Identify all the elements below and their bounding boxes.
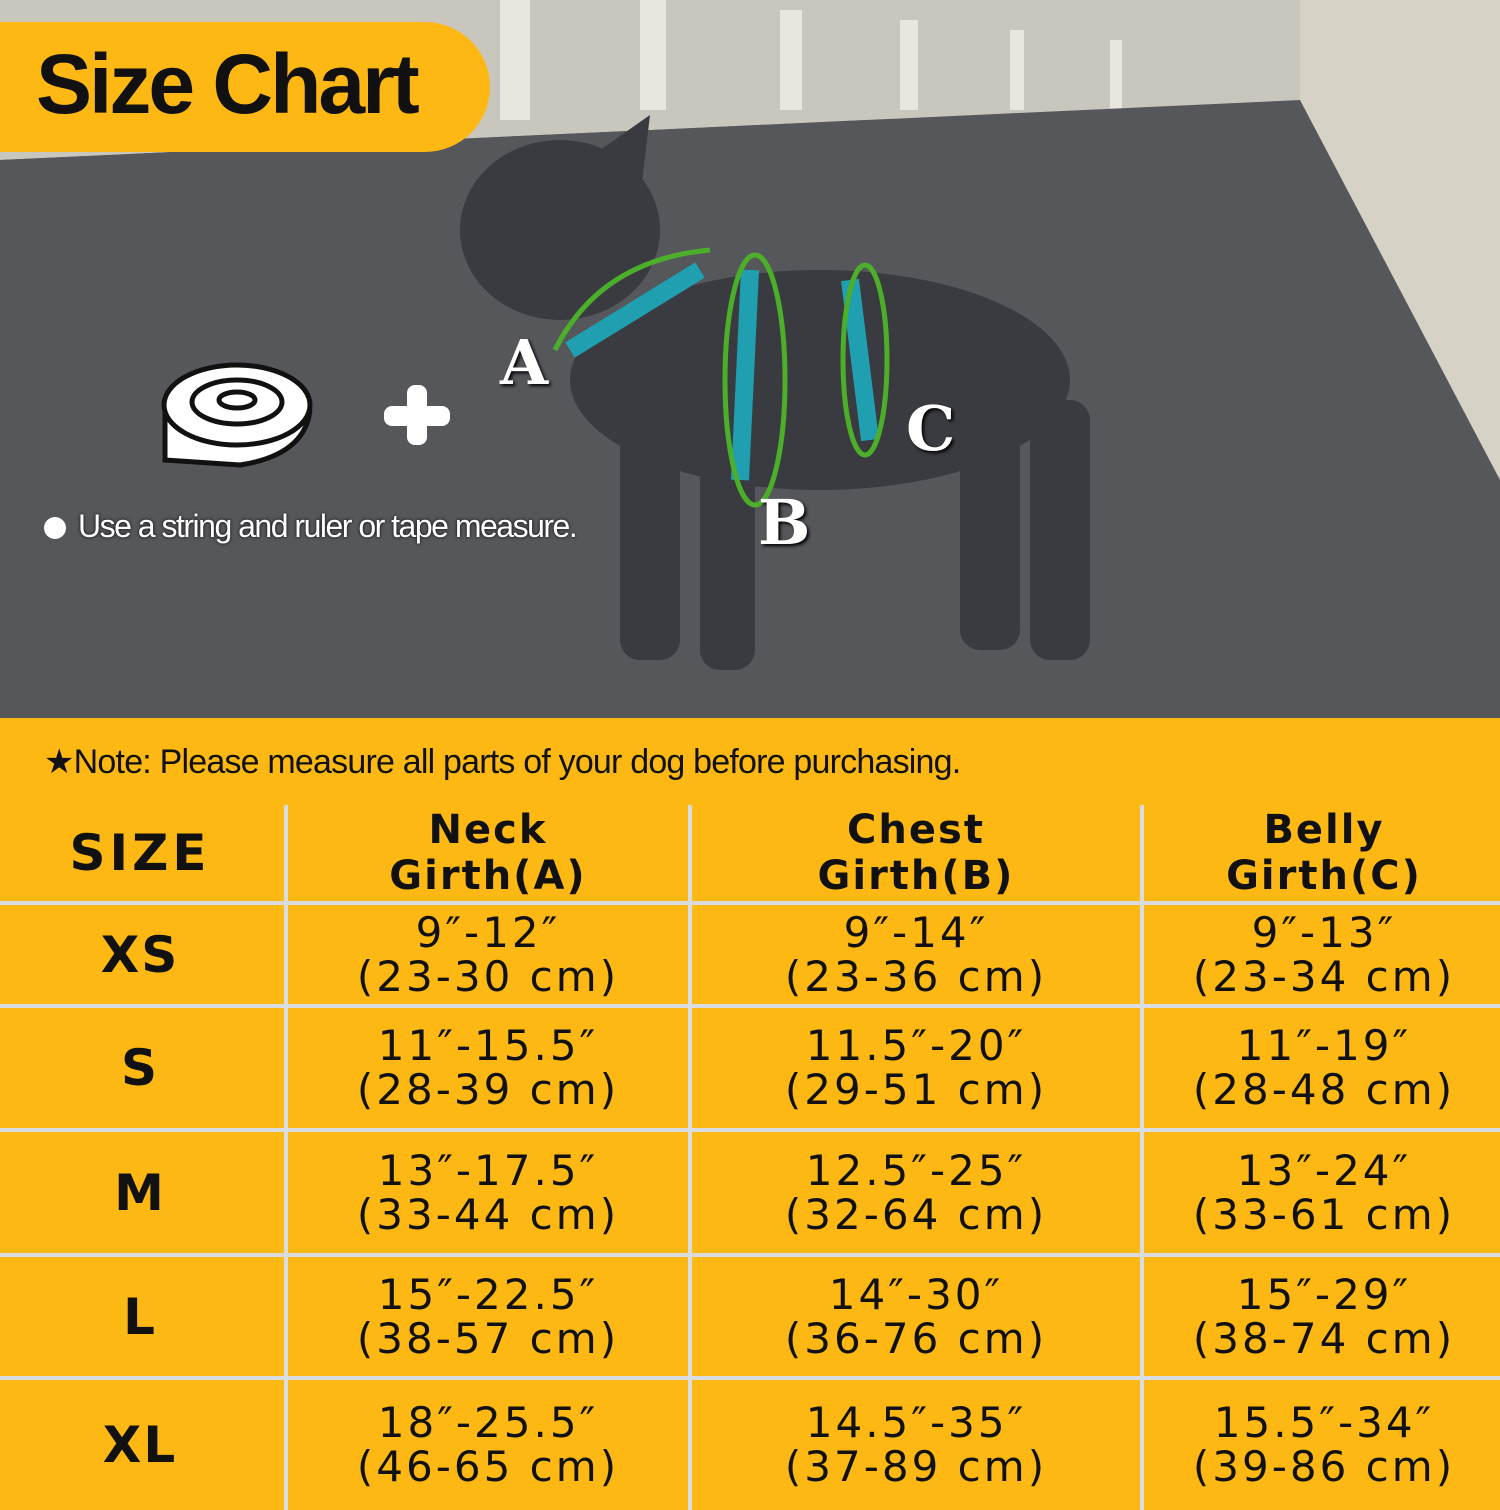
- size-cell: S: [120, 1039, 159, 1097]
- instruction-label: Use a string and ruler or tape measure.: [78, 508, 578, 544]
- chest-cell: 9″-14″ (23-36 cm): [688, 905, 1140, 1004]
- chest-cell: 14.5″-35″ (37-89 cm): [688, 1380, 1140, 1510]
- measure-lines: [552, 247, 890, 508]
- product-photo: Size Chart Use a string and ruler or tap…: [0, 0, 1500, 718]
- page-title: Size Chart: [36, 37, 420, 131]
- header-size: SIZE: [69, 824, 211, 882]
- table-row: L 15″-22.5″ (38-57 cm) 14″-30″ (36-76 cm) 15″…: [0, 1257, 1500, 1380]
- size-cell: M: [114, 1163, 166, 1222]
- table-row: M 13″-17.5″ (33-44 cm) 12.5″-25″ (32-64 cm) 1…: [0, 1132, 1500, 1257]
- neck-cell: 18″-25.5″ (46-65 cm): [284, 1380, 688, 1510]
- note-text: ★Note: Please measure all parts of your …: [44, 743, 961, 781]
- table-row: S 11″-15.5″ (28-39 cm) 11.5″-20″ (29-51 cm) 1…: [0, 1008, 1500, 1132]
- belly-cell: 11″-19″ (28-48 cm): [1140, 1008, 1500, 1128]
- neck-cell: 11″-15.5″ (28-39 cm): [284, 1008, 688, 1128]
- table-header: SIZE Neck Girth(A) Chest Girth(B) Belly Gir…: [0, 805, 1500, 905]
- bullet-icon: [44, 517, 66, 539]
- table-row: XL 18″-25.5″ (46-65 cm) 14.5″-35″ (37-89 cm)…: [0, 1380, 1500, 1510]
- belly-cell: 13″-24″ (33-61 cm): [1140, 1132, 1500, 1253]
- size-cell: XL: [102, 1416, 178, 1474]
- harness: [565, 262, 879, 481]
- header-chest: Chest Girth(B): [688, 805, 1140, 901]
- plus-icon: [384, 385, 450, 445]
- belly-cell: 9″-13″ (23-34 cm): [1140, 905, 1500, 1004]
- belly-cell: 15″-29″ (38-74 cm): [1140, 1257, 1500, 1376]
- chest-cell: 12.5″-25″ (32-64 cm): [688, 1132, 1140, 1253]
- header-neck: Neck Girth(A): [284, 805, 688, 901]
- size-cell: XS: [100, 925, 180, 984]
- stone-wall: [1300, 0, 1500, 480]
- tape-measure-icon: [161, 362, 313, 468]
- dog-image: [460, 115, 1090, 670]
- label-b: B: [758, 486, 811, 559]
- chest-cell: 14″-30″ (36-76 cm): [688, 1257, 1140, 1376]
- neck-cell: 13″-17.5″ (33-44 cm): [284, 1132, 688, 1253]
- header-belly: Belly Girth(C): [1140, 805, 1500, 901]
- table-row: XS 9″-12″ (23-30 cm) 9″-14″ (23-36 cm) 9″-13″…: [0, 905, 1500, 1008]
- label-c: C: [906, 392, 956, 465]
- size-cell: L: [123, 1287, 157, 1346]
- label-a: A: [500, 326, 549, 399]
- neck-cell: 9″-12″ (23-30 cm): [284, 905, 688, 1004]
- instruction-text: Use a string and ruler or tape measure.: [44, 508, 578, 545]
- neck-cell: 15″-22.5″ (38-57 cm): [284, 1257, 688, 1376]
- belly-cell: 15.5″-34″ (39-86 cm): [1140, 1380, 1500, 1510]
- chest-cell: 11.5″-20″ (29-51 cm): [688, 1008, 1140, 1128]
- title-banner: [0, 22, 490, 152]
